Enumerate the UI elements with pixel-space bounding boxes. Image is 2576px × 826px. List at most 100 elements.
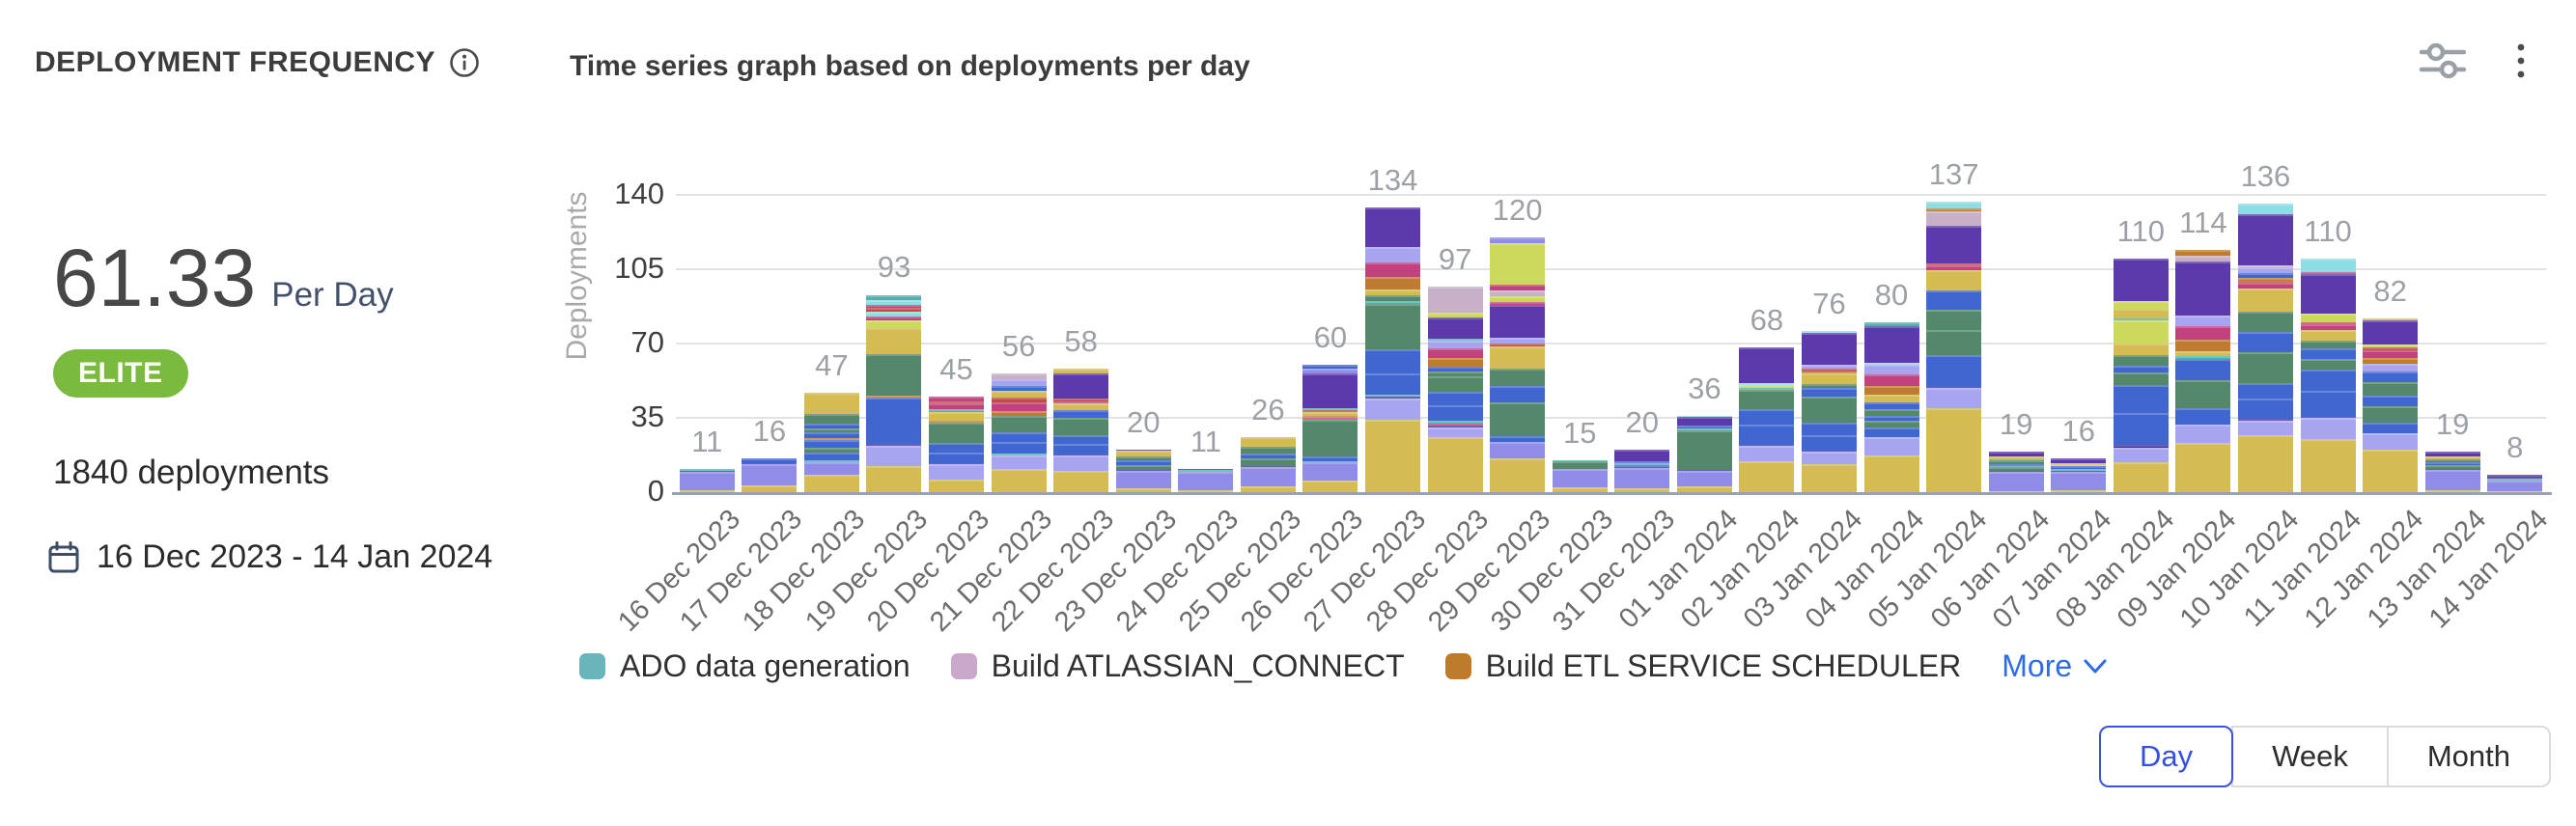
bar-segment[interactable] <box>1490 458 1546 492</box>
bar-segment[interactable] <box>2487 475 2543 479</box>
bar-segment[interactable] <box>1365 246 1421 262</box>
bar-segment[interactable] <box>2175 250 2231 256</box>
bar-segment[interactable] <box>1365 397 1421 399</box>
bar-segment[interactable] <box>1427 376 1483 393</box>
bar-segment[interactable] <box>2175 255 2231 262</box>
stacked-bar[interactable] <box>1490 237 1546 492</box>
bar-segment[interactable] <box>2300 369 2356 391</box>
bar-segment[interactable] <box>1988 467 2044 471</box>
stacked-bar[interactable] <box>2424 452 2480 492</box>
bar-segment[interactable] <box>1863 436 1919 455</box>
bar-segment[interactable] <box>1614 450 1670 461</box>
bar-segment[interactable] <box>2300 347 2356 359</box>
bar-segment[interactable] <box>2175 356 2231 359</box>
bar-segment[interactable] <box>991 401 1047 412</box>
bar-segment[interactable] <box>1490 369 1546 386</box>
bar-segment[interactable] <box>1863 373 1919 386</box>
bar-segment[interactable] <box>742 485 798 492</box>
bar-segment[interactable] <box>1365 289 1421 295</box>
bar-segment[interactable] <box>1676 471 1732 487</box>
bar-segment[interactable] <box>2424 452 2480 457</box>
bar-segment[interactable] <box>991 432 1047 442</box>
bar-segment[interactable] <box>1801 369 1857 372</box>
stacked-bar[interactable] <box>1801 330 1857 492</box>
bar-segment[interactable] <box>1676 426 1732 428</box>
bar-segment[interactable] <box>2424 458 2480 463</box>
bar-segment[interactable] <box>1863 322 1919 326</box>
stacked-bar[interactable] <box>866 294 922 492</box>
bar-segment[interactable] <box>1365 304 1421 350</box>
stacked-bar[interactable] <box>1676 415 1732 492</box>
bar-segment[interactable] <box>742 463 798 465</box>
kebab-menu-icon[interactable] <box>2512 39 2530 83</box>
bar-segment[interactable] <box>1863 427 1919 437</box>
bar-segment[interactable] <box>2363 406 2419 423</box>
bar-segment[interactable] <box>1863 365 1919 374</box>
bar-segment[interactable] <box>2363 358 2419 364</box>
bar-segment[interactable] <box>1739 389 1795 410</box>
bar-segment[interactable] <box>1739 385 1795 388</box>
bar-segment[interactable] <box>2237 264 2293 268</box>
bar-segment[interactable] <box>2175 424 2231 444</box>
bar-segment[interactable] <box>1801 397 1857 423</box>
stacked-bar[interactable] <box>679 468 735 492</box>
bar-segment[interactable] <box>1988 456 2044 459</box>
legend-item[interactable]: Build ETL SERVICE SCHEDULER <box>1444 648 1961 684</box>
granularity-day-button[interactable]: Day <box>2099 726 2234 787</box>
bar-segment[interactable] <box>803 431 859 439</box>
bar-segment[interactable] <box>1115 471 1171 488</box>
bar-segment[interactable] <box>1926 289 1982 311</box>
bar-segment[interactable] <box>2487 478 2543 481</box>
bar-segment[interactable] <box>2363 449 2419 492</box>
bar-segment[interactable] <box>2237 435 2293 492</box>
bar-segment[interactable] <box>2237 331 2293 353</box>
bar-segment[interactable] <box>1988 471 2044 491</box>
bar-segment[interactable] <box>2237 280 2293 284</box>
bar-segment[interactable] <box>1926 310 1982 330</box>
bar-segment[interactable] <box>991 468 1047 492</box>
bar-segment[interactable] <box>2300 259 2356 272</box>
bar-segment[interactable] <box>2237 203 2293 214</box>
bar-segment[interactable] <box>1676 429 1732 471</box>
bar-segment[interactable] <box>1053 372 1109 399</box>
bar-segment[interactable] <box>2300 418 2356 440</box>
bar-segment[interactable] <box>2487 480 2543 491</box>
stacked-bar[interactable] <box>1863 322 1919 492</box>
bar-segment[interactable] <box>991 454 1047 469</box>
bar-segment[interactable] <box>991 378 1047 387</box>
bar-segment[interactable] <box>2237 272 2293 278</box>
bar-segment[interactable] <box>2300 324 2356 330</box>
bar-segment[interactable] <box>866 311 922 317</box>
bar-segment[interactable] <box>2424 489 2480 492</box>
bar-segment[interactable] <box>866 395 922 399</box>
bar-segment[interactable] <box>1490 285 1546 291</box>
bar-segment[interactable] <box>1863 385 1919 396</box>
bar-segment[interactable] <box>1302 407 1358 410</box>
bar-segment[interactable] <box>2363 347 2419 350</box>
bar-segment[interactable] <box>2051 466 2107 469</box>
bar-segment[interactable] <box>1115 470 1171 472</box>
bar-segment[interactable] <box>1490 441 1546 459</box>
bar-segment[interactable] <box>929 462 985 464</box>
bar-segment[interactable] <box>1427 286 1483 313</box>
bar-segment[interactable] <box>1490 338 1546 344</box>
bar-segment[interactable] <box>2175 340 2231 351</box>
bar-segment[interactable] <box>1365 399 1421 421</box>
stacked-bar[interactable] <box>742 457 798 492</box>
bar-segment[interactable] <box>929 400 985 403</box>
bar-segment[interactable] <box>2113 365 2169 373</box>
bar-segment[interactable] <box>1240 457 1296 467</box>
bar-segment[interactable] <box>1926 270 1982 290</box>
bar-segment[interactable] <box>1115 455 1171 461</box>
bar-segment[interactable] <box>1240 466 1296 468</box>
bar-segment[interactable] <box>1365 207 1421 247</box>
bar-segment[interactable] <box>866 305 922 308</box>
bar-segment[interactable] <box>1863 408 1919 416</box>
bar-segment[interactable] <box>2237 213 2293 265</box>
bar-segment[interactable] <box>2113 343 2169 356</box>
bar-segment[interactable] <box>803 461 859 476</box>
bar-segment[interactable] <box>1178 472 1234 490</box>
bar-segment[interactable] <box>929 402 985 410</box>
bar-segment[interactable] <box>1427 423 1483 427</box>
bar-segment[interactable] <box>2113 308 2169 318</box>
